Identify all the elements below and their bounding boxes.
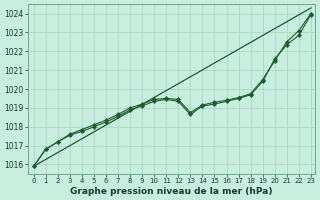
X-axis label: Graphe pression niveau de la mer (hPa): Graphe pression niveau de la mer (hPa)	[70, 187, 272, 196]
